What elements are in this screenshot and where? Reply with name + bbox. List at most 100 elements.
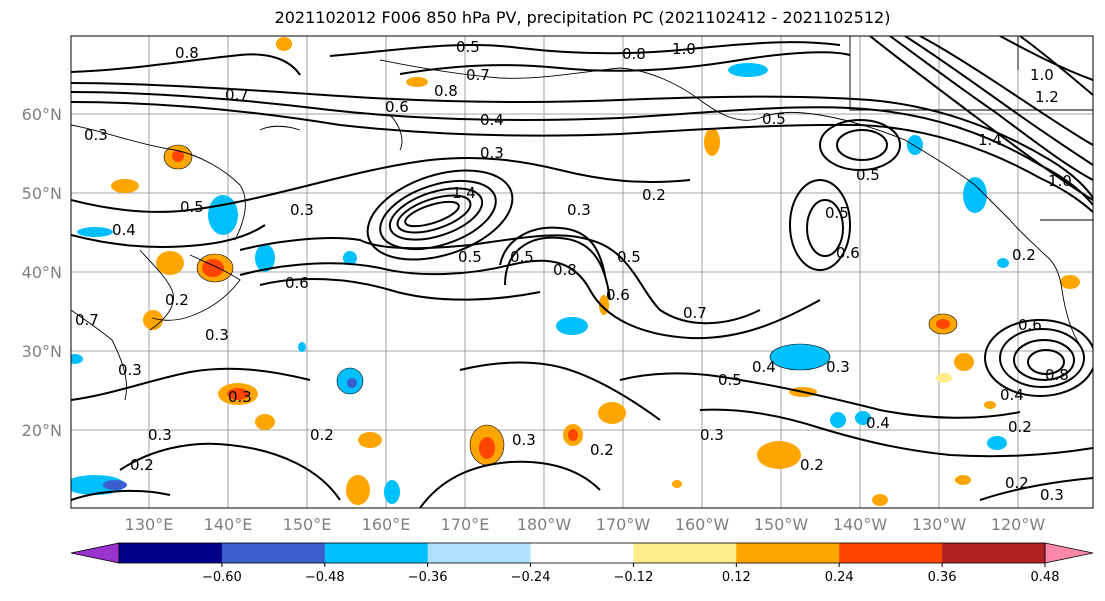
contour-label: 1.0 [1048,172,1072,190]
contour-label: 0.4 [866,414,890,432]
precip-positive-shading [111,37,1080,506]
contour-label: 1.4 [978,131,1002,149]
contour-label: 0.3 [205,326,229,344]
latitude-labels: 60°N 50°N 40°N 30°N 20°N [22,105,62,440]
colorbar-tick-label: −0.12 [614,570,654,585]
contour-label: 0.8 [622,45,646,63]
contour-label: 0.5 [856,166,880,184]
contour-label: 0.3 [1040,486,1064,504]
colorbar-tick-label: −0.48 [305,570,345,585]
contour-label: 0.5 [510,248,534,266]
lon-label: 170°W [596,515,651,534]
contour-label: 0.5 [762,110,786,128]
contour-label: 0.2 [642,186,666,204]
lon-label: 170°E [441,515,490,534]
colorbar-extension-high [1044,542,1094,564]
contour-label: 0.2 [310,426,334,444]
contour-label: 0.3 [567,201,591,219]
contour-label: 0.3 [480,144,504,162]
lon-label: 150°E [283,515,332,534]
contour-label: 0.2 [165,291,189,309]
contour-label: 1.2 [1035,88,1059,106]
contour-label: 0.3 [290,201,314,219]
precip-negative-shading [71,63,1009,504]
colorbar-extension-low [70,542,120,564]
contour-label: 0.3 [84,126,108,144]
contour-label: 0.8 [175,44,199,62]
colorbar-segment [736,543,840,563]
colorbar: −0.60 −0.48 −0.36 −0.24 −0.12 0.12 0.24 0.36 0.4… [70,542,1094,585]
lat-label: 50°N [22,184,62,203]
colorbar-segment [119,543,223,563]
contour-label: 0.7 [683,304,707,322]
colorbar-segment [839,543,943,563]
colorbar-tick-label: 0.36 [928,570,957,585]
contour-label: 0.4 [752,358,776,376]
colorbar-tick-label: −0.24 [511,570,551,585]
contour-label: 0.8 [1045,366,1069,384]
lat-label: 30°N [22,342,62,361]
colorbar-tick-label: 0.48 [1031,570,1060,585]
lon-label: 120°W [991,515,1046,534]
longitude-labels: 130°E 140°E 150°E 160°E 170°E 180°W 170°… [125,515,1046,534]
contour-label: 0.3 [700,426,724,444]
lat-label: 20°N [22,421,62,440]
contour-label: 0.6 [385,98,409,116]
contour-label: 0.6 [1018,316,1042,334]
contour-label: 0.2 [130,456,154,474]
shading-outlines [163,144,958,466]
contour-label: 0.7 [225,86,249,104]
contour-label: 0.3 [512,431,536,449]
colorbar-segment [530,543,634,563]
contour-label: 0.6 [836,244,860,262]
lat-label: 60°N [22,105,62,124]
colorbar-segment [633,543,737,563]
contour-label: 0.2 [1005,474,1029,492]
lon-label: 130°W [912,515,967,534]
contour-label: 0.3 [826,358,850,376]
contour-label: 0.7 [466,66,490,84]
colorbar-segment [324,543,429,563]
contour-label: 0.4 [112,221,136,239]
colorbar-border [118,542,1046,564]
contour-label: 0.2 [590,441,614,459]
map-title: 2021102012 F006 850 hPa PV, precipitatio… [274,8,891,27]
contour-label: 0.7 [75,311,99,329]
colorbar-segment [427,543,532,563]
colorbar-tick-label: 0.12 [722,570,751,585]
contour-label: 0.2 [800,456,824,474]
contour-label: 0.5 [825,204,849,222]
contour-label: 0.5 [718,371,742,389]
contour-label: 0.5 [180,198,204,216]
contour-label: 0.8 [553,261,577,279]
lon-label: 140°E [204,515,253,534]
contour-label: 0.5 [617,248,641,266]
contour-label: 0.2 [1012,246,1036,264]
lon-label: 160°E [362,515,411,534]
lon-label: 130°E [125,515,174,534]
map-frame [70,35,1094,509]
pv-contours [71,36,1093,508]
lon-label: 150°W [754,515,809,534]
contour-label: 0.4 [1000,386,1024,404]
contour-label: 1.0 [672,40,696,58]
contour-label: 1.4 [452,184,476,202]
lat-label: 40°N [22,263,62,282]
contour-label: 0.5 [456,38,480,56]
colorbar-tick-label: 0.24 [825,570,854,585]
contour-label: 0.3 [148,426,172,444]
lon-label: 160°W [675,515,730,534]
colorbar-segment [221,543,326,563]
colorbar-tick-label: −0.60 [202,570,242,585]
contour-label-group: 0.8 0.5 1.0 0.7 0.8 1.0 1.2 0.7 0.3 0.6 … [75,38,1072,504]
colorbar-segment [942,543,1046,563]
lon-label: 180°W [517,515,572,534]
contour-label: 0.8 [434,82,458,100]
colorbar-tick-label: −0.36 [408,570,448,585]
contour-label: 0.3 [228,388,252,406]
contour-label: 1.0 [1030,66,1054,84]
contour-label: 0.6 [606,286,630,304]
contour-label: 0.2 [1008,418,1032,436]
lon-label: 140°W [833,515,888,534]
